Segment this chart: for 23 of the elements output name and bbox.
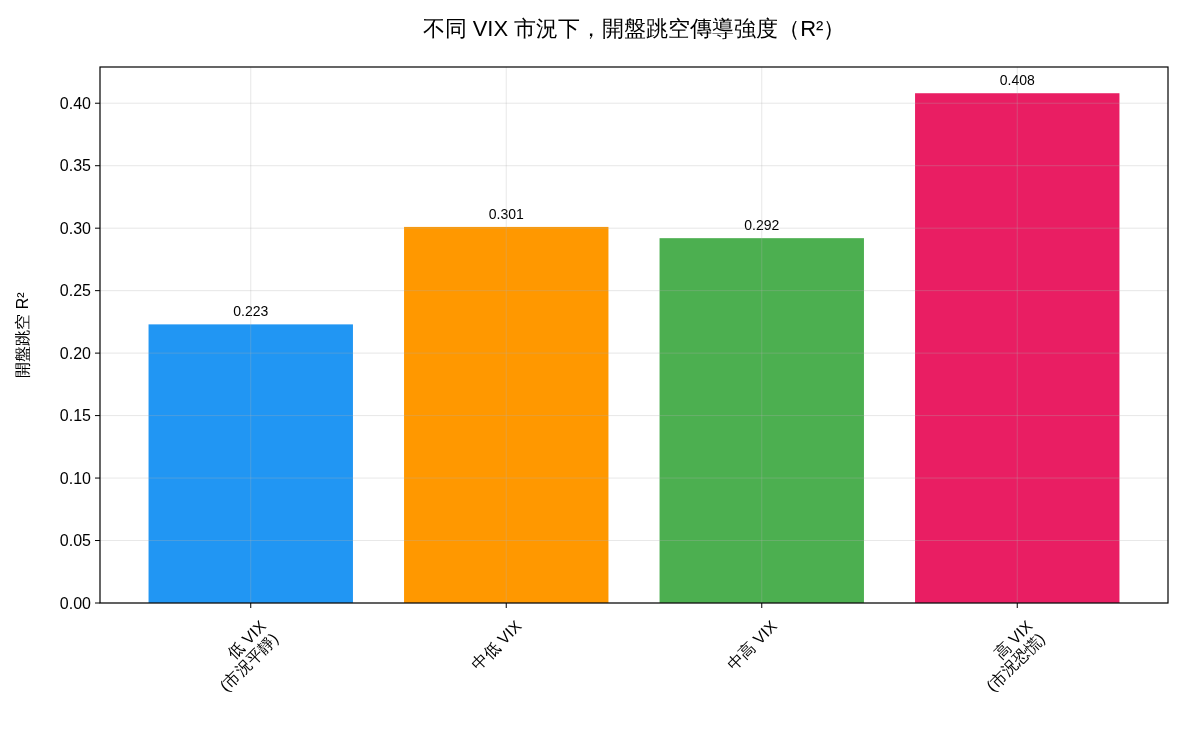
data-label: 0.292	[744, 217, 780, 234]
y-tick-label: 0.40	[59, 94, 92, 112]
x-tick-label: 高 VIX (市況恐慌)	[983, 617, 1048, 695]
x-tick-label: 低 VIX (市況平靜)	[216, 617, 282, 695]
y-tick-label: 0.30	[59, 219, 92, 237]
y-tick-label: 0.20	[59, 344, 92, 362]
data-label: 0.223	[233, 303, 269, 320]
y-tick-label: 0.00	[59, 594, 92, 612]
chart-title: 不同 VIX 市況下，開盤跳空傳導強度（R²）	[422, 16, 846, 41]
x-tick-label: 中高 VIX	[724, 617, 781, 674]
bar	[148, 324, 353, 603]
bar	[404, 226, 609, 603]
data-label: 0.408	[999, 72, 1035, 89]
y-tick-label: 0.15	[59, 407, 92, 425]
y-tick-label: 0.35	[59, 157, 92, 175]
y-tick-label: 0.10	[59, 469, 92, 487]
y-tick-label: 0.25	[59, 282, 92, 300]
bar	[659, 238, 864, 603]
y-axis-title: 開盤跳空 R²	[14, 291, 31, 378]
bar	[915, 93, 1120, 603]
y-tick-label: 0.05	[59, 532, 92, 550]
data-label: 0.301	[488, 205, 524, 222]
x-tick-label: 中低 VIX	[468, 617, 525, 674]
